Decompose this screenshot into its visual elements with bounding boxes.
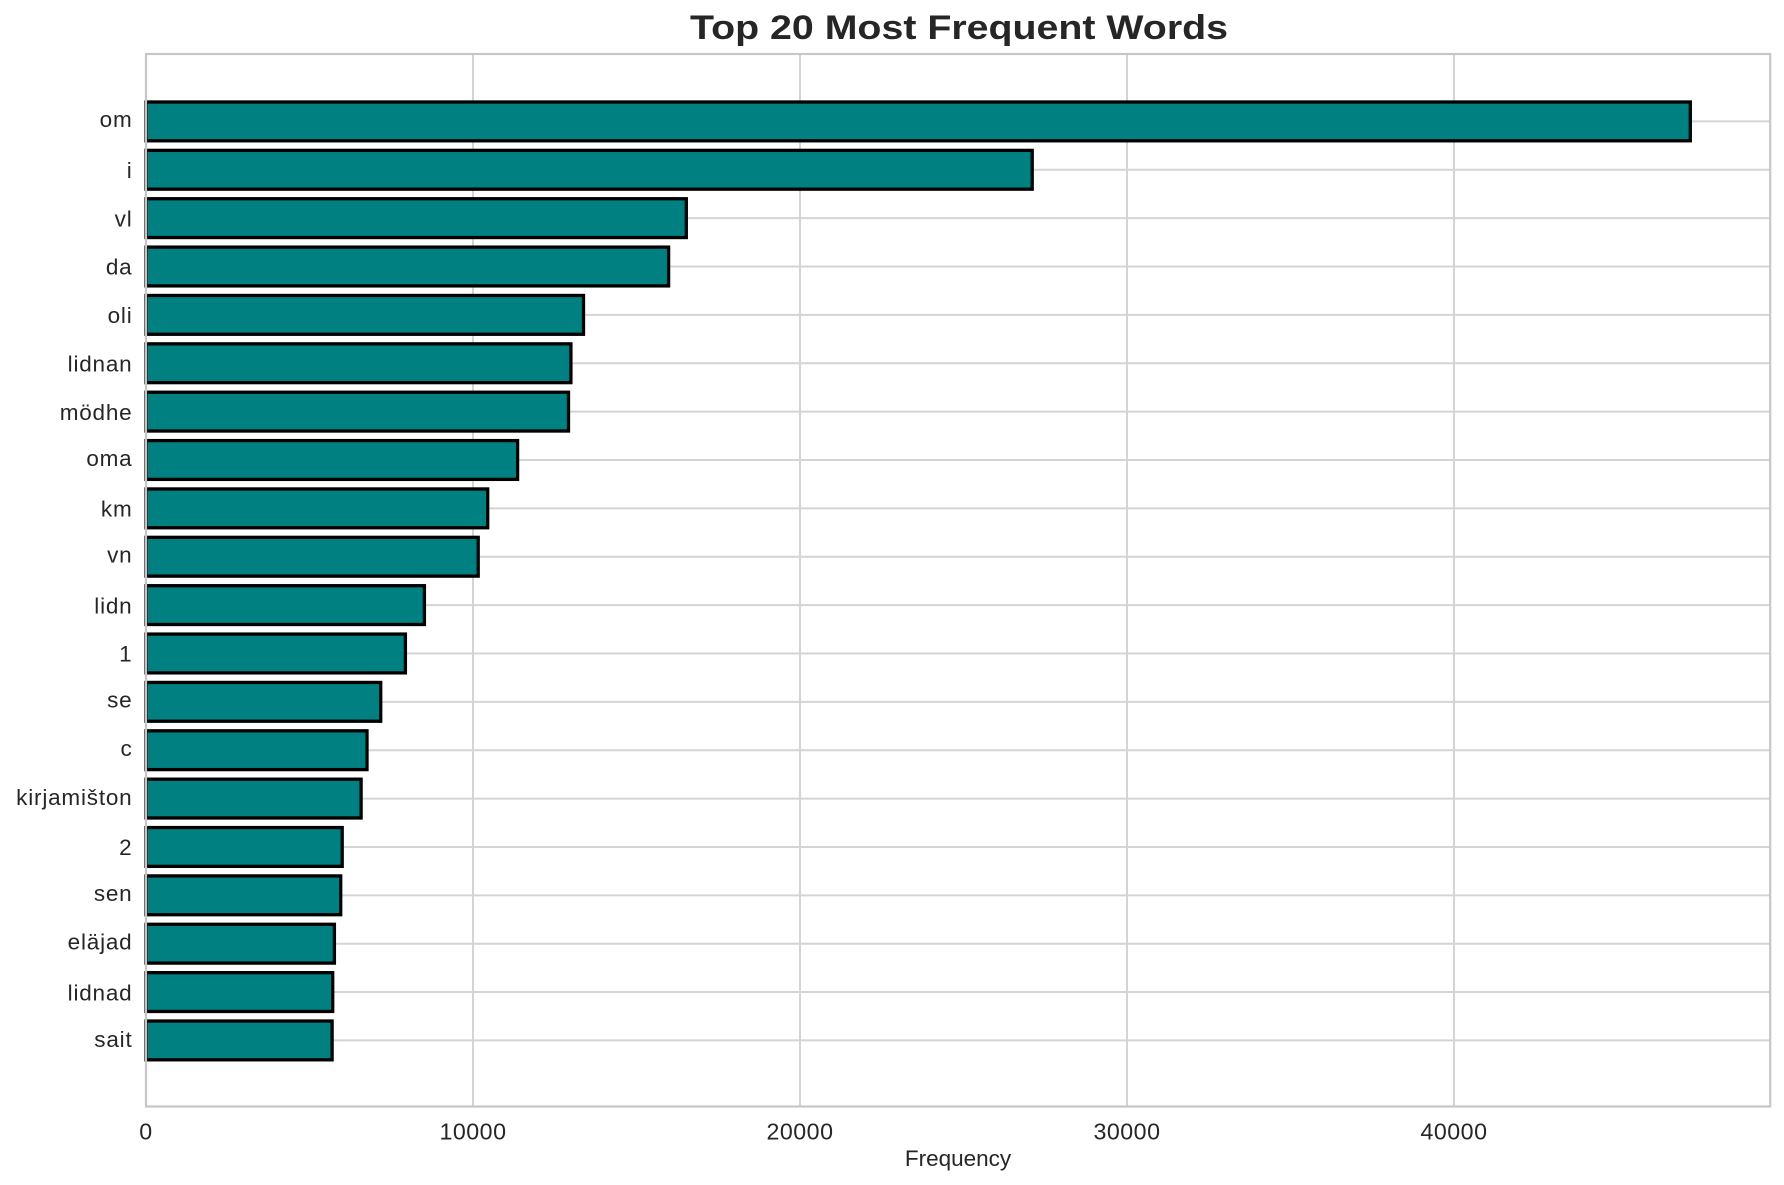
svg-text:40000: 40000 (1421, 1119, 1488, 1145)
svg-text:Frequency: Frequency (905, 1146, 1012, 1171)
svg-text:c: c (120, 736, 132, 761)
svg-text:se: se (107, 688, 132, 713)
svg-text:10000: 10000 (440, 1119, 507, 1145)
svg-text:i: i (127, 158, 133, 183)
svg-text:30000: 30000 (1094, 1119, 1161, 1145)
svg-text:sen: sen (94, 881, 133, 906)
svg-text:km: km (101, 497, 133, 522)
svg-text:oma: oma (86, 446, 132, 471)
svg-text:om: om (100, 107, 133, 132)
svg-text:20000: 20000 (767, 1119, 834, 1145)
svg-text:lidnad: lidnad (68, 980, 133, 1005)
svg-text:da: da (106, 255, 133, 280)
svg-text:eläjad: eläjad (68, 930, 133, 955)
svg-text:lidn: lidn (94, 593, 132, 618)
svg-text:vl: vl (115, 206, 133, 231)
svg-text:Top 20 Most Frequent Words: Top 20 Most Frequent Words (690, 9, 1228, 47)
svg-text:sait: sait (94, 1027, 132, 1052)
svg-text:vn: vn (107, 543, 132, 568)
svg-text:lidnan: lidnan (68, 352, 133, 377)
svg-text:oli: oli (108, 303, 133, 328)
svg-text:2: 2 (119, 835, 132, 860)
svg-text:mödhe: mödhe (60, 400, 133, 425)
svg-text:kirjamišton: kirjamišton (16, 785, 132, 810)
svg-text:1: 1 (119, 642, 132, 667)
svg-text:0: 0 (139, 1119, 152, 1145)
